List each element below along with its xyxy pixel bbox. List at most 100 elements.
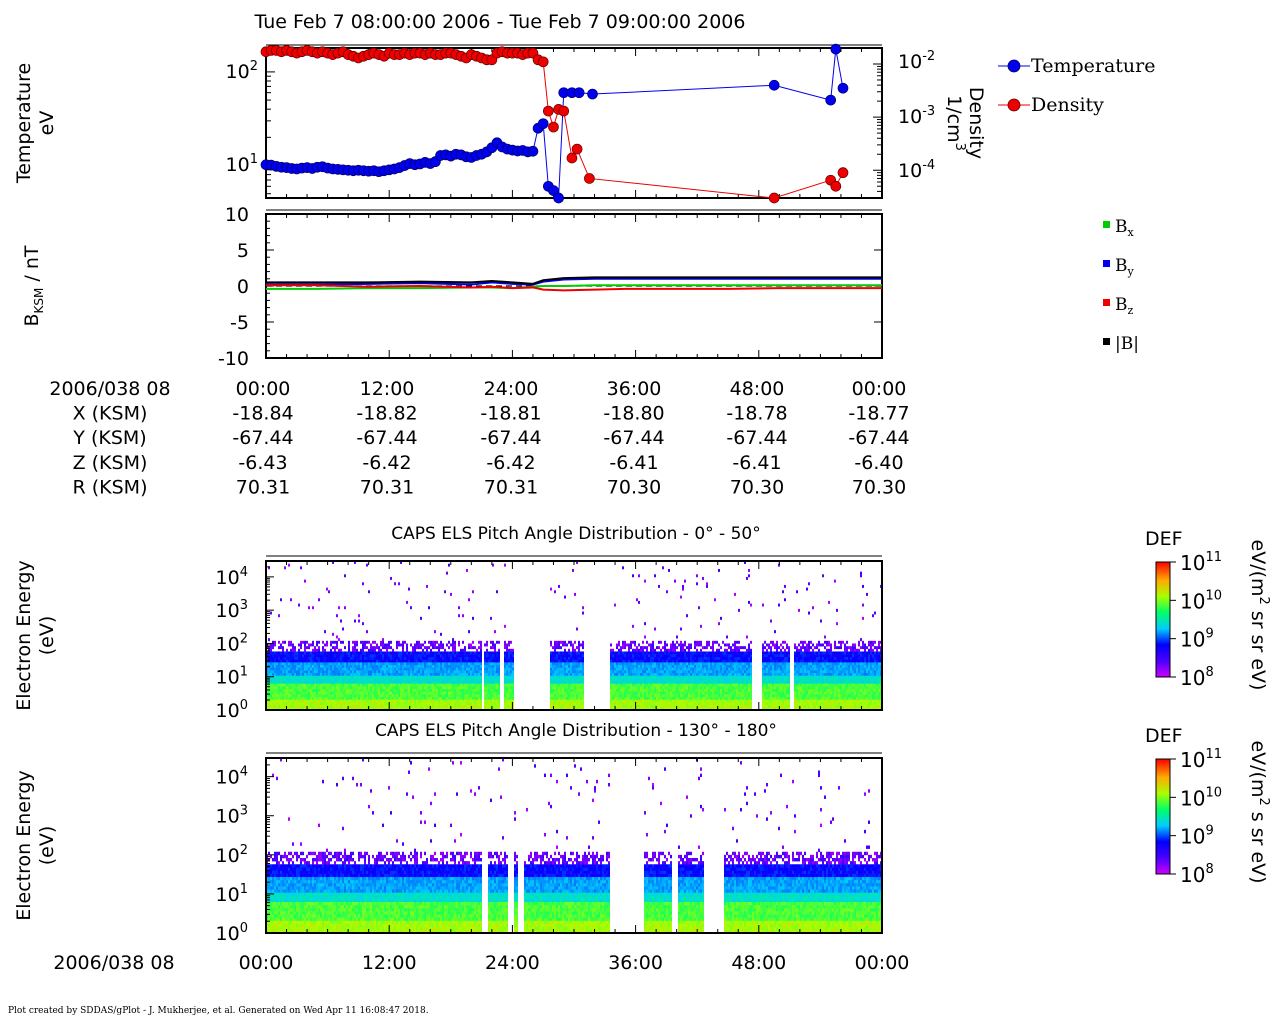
spectrogram-cell [674, 702, 676, 705]
spectrogram-cell [392, 683, 394, 687]
spectrogram-cell [368, 675, 370, 679]
spectrogram-cell [700, 648, 702, 652]
spectrogram-cell [284, 696, 286, 700]
spectrogram-cell [416, 702, 418, 705]
spectrogram-cell [298, 675, 300, 679]
spectrogram-cell [668, 680, 670, 684]
spectrogram-cell [504, 707, 506, 711]
spectrogram-cell [566, 656, 568, 660]
spectrogram-cell [372, 699, 374, 703]
spectrogram-cell [612, 656, 614, 660]
spectrogram-cell [454, 659, 456, 663]
spectrogram-cell [666, 672, 668, 676]
spectrogram-cell [656, 659, 658, 663]
spectrogram-cell [370, 670, 372, 674]
spectrogram-cell [698, 691, 700, 695]
spectrogram-cell [358, 707, 360, 711]
spectrogram-cell [660, 672, 662, 676]
spectrogram-cell [490, 616, 492, 620]
spectrogram-cell [646, 680, 648, 684]
spectrogram-cell [678, 656, 680, 660]
spectrogram-cell [268, 686, 270, 690]
spectrogram-cell [352, 696, 354, 700]
spectrogram-cell [552, 694, 554, 697]
spectrogram-cell [320, 664, 322, 668]
spectrogram-cell [382, 683, 384, 687]
spectrogram-cell [630, 699, 632, 703]
spectrogram-cell [692, 696, 694, 700]
spectrogram-cell [370, 656, 372, 660]
spectrogram-cell [386, 670, 388, 674]
spectrogram-cell [636, 664, 638, 668]
spectrogram-cell [268, 683, 270, 687]
spectrogram-cell [280, 696, 282, 700]
spectrogram-cell [384, 680, 386, 684]
spectrogram-cell [338, 683, 340, 687]
spectrogram-cell [550, 683, 552, 687]
spectrogram-cell [614, 667, 616, 671]
spectrogram-cell [376, 672, 378, 676]
ephemeris-cell: -67.44 [603, 427, 664, 449]
spectrogram-cell [456, 699, 458, 703]
spectrogram-cell [558, 640, 560, 644]
spectrogram-cell [418, 670, 420, 674]
spectrogram-cell [616, 707, 618, 711]
spectrogram-cell [626, 699, 628, 703]
spectrogram-cell [444, 704, 446, 708]
spectrogram-cell [456, 707, 458, 711]
spectrogram-cell [346, 686, 348, 690]
spectrogram-cell [562, 688, 564, 692]
spectrogram-cell [672, 688, 674, 692]
spectrogram-cell [470, 664, 472, 668]
spectrogram-cell [622, 683, 624, 687]
spectrogram-cell [674, 579, 676, 583]
spectrogram-cell [376, 651, 378, 655]
spectrogram-cell [612, 691, 614, 695]
spectrogram-cell [632, 675, 634, 679]
spectrogram-cell [422, 664, 424, 668]
spectrogram-cell [556, 702, 558, 705]
spectrogram-cell [374, 707, 376, 711]
spectrogram-cell [402, 667, 404, 671]
spectrogram-cell [636, 678, 638, 682]
spectrogram-cell [656, 651, 658, 655]
spectrogram-cell [400, 651, 402, 655]
spectrogram-cell [634, 683, 636, 687]
spectrogram-cell [290, 670, 292, 674]
spectrogram-cell [400, 686, 402, 690]
spectrogram-cell [512, 696, 514, 700]
spectrogram-cell [570, 702, 572, 705]
spectrogram-cell [556, 696, 558, 700]
spectrogram-cell [578, 683, 580, 687]
spectrogram-cell [268, 651, 270, 655]
spectrogram-cell [408, 670, 410, 674]
spectrogram-cell [378, 699, 380, 703]
spectrogram-cell [298, 648, 300, 652]
spectrogram-cell [302, 683, 304, 687]
spectrogram-cell [424, 656, 426, 660]
spectrogram-cell [562, 672, 564, 676]
spectrogram-cell [458, 699, 460, 703]
spectrogram-cell [630, 704, 632, 708]
spectrogram-cell [292, 686, 294, 690]
spectrogram-cell [582, 656, 584, 660]
spectrogram-cell [356, 678, 358, 682]
spectrogram-cell [470, 672, 472, 676]
spectrogram-cell [486, 662, 488, 666]
spectrogram-cell [288, 672, 290, 676]
spectrogram-cell [448, 699, 450, 703]
spectrogram-cell [628, 686, 630, 690]
spectrogram-cell [448, 691, 450, 695]
spectrogram-cell [506, 699, 508, 703]
spectrogram-cell [674, 659, 676, 663]
spectrogram-cell [380, 640, 382, 644]
spectrogram-cell [622, 675, 624, 679]
spectrogram-cell [562, 691, 564, 695]
spectrogram-cell [666, 686, 668, 690]
spectrogram-cell [376, 704, 378, 708]
spectrogram-cell [576, 670, 578, 674]
spectrogram-cell [392, 659, 394, 663]
spectrogram-cell [658, 680, 660, 684]
spectrogram-cell [290, 678, 292, 682]
